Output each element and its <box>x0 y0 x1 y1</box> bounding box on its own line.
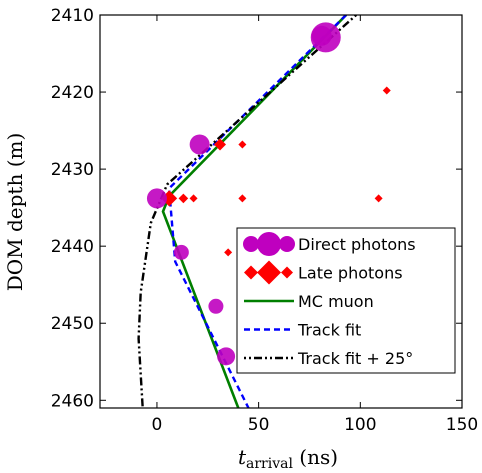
x-tick-label-2: 100 <box>344 415 376 435</box>
legend-label-1: Late photons <box>298 264 403 283</box>
legend-marker-late-3 <box>281 266 293 279</box>
series-line-1 <box>167 15 347 408</box>
legend-label-2: MC muon <box>298 292 374 311</box>
y-axis-label: DOM depth (m) <box>3 133 27 292</box>
late-photon-point-7 <box>374 194 383 203</box>
series-line-2 <box>137 15 358 408</box>
y-tick-label-0: 2410 <box>51 6 94 26</box>
legend-marker-direct-1 <box>243 236 259 252</box>
late-photon-point-8 <box>224 248 233 257</box>
direct-photon-point-5 <box>208 298 224 314</box>
legend-item-4: Track fit + 25° <box>244 349 413 368</box>
legend-marker-late-2 <box>257 260 281 285</box>
late-photon-point-0 <box>382 86 391 95</box>
x-axis-label-sub: arrival <box>246 456 293 472</box>
direct-photon-point-6 <box>217 347 236 366</box>
x-tick-label-3: 150 <box>446 415 478 435</box>
legend-marker-direct-3 <box>279 236 295 252</box>
legend: Direct photons Late photons MC muon Track f… <box>236 227 456 374</box>
direct-photon-point-4 <box>173 244 189 260</box>
y-tick-label-2: 2430 <box>51 160 94 180</box>
late-photon-point-4 <box>178 193 189 204</box>
legend-label-3: Track fit <box>297 321 361 340</box>
legend-item-1: Late photons <box>244 260 403 285</box>
late-photon-point-2 <box>238 140 247 149</box>
legend-marker-late-1 <box>244 265 258 280</box>
x-axis-label: tarrival (ns) <box>238 445 338 472</box>
direct-photon-point-1 <box>311 25 332 46</box>
legend-marker-direct-2 <box>257 232 281 256</box>
legend-label-4: Track fit + 25° <box>297 349 413 368</box>
y-tick-label-1: 2420 <box>51 83 94 103</box>
x-tick-label-0: 0 <box>152 415 163 435</box>
late-photon-point-5 <box>189 194 198 203</box>
legend-item-2: MC muon <box>244 292 374 311</box>
x-tick-label-1: 50 <box>248 415 270 435</box>
legend-item-3: Track fit <box>244 321 361 340</box>
late-photon-point-6 <box>238 194 247 203</box>
axis-ticks: 0 50 100 150 2410 2420 2430 2440 2450 2460 <box>51 6 478 435</box>
late-photon-point-1 <box>213 138 226 151</box>
x-axis-label-unit: (ns) <box>293 445 338 469</box>
y-tick-label-5: 2460 <box>51 391 94 411</box>
direct-photon-point-2 <box>189 134 210 155</box>
plot-area <box>137 15 391 408</box>
direct-photon-point-3 <box>146 188 167 209</box>
legend-item-0: Direct photons <box>243 232 416 256</box>
legend-label-0: Direct photons <box>298 235 416 254</box>
y-tick-label-4: 2450 <box>51 314 94 334</box>
x-axis-label-main: t <box>238 445 247 469</box>
axes-frame <box>99 14 463 409</box>
y-tick-label-3: 2440 <box>51 237 94 257</box>
series-line-0 <box>161 15 348 408</box>
